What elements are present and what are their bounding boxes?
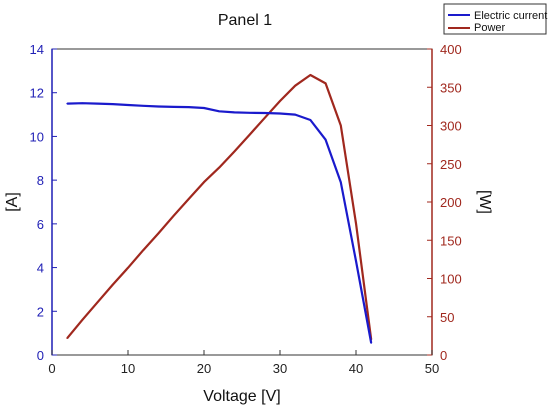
data-point-power <box>81 319 84 321</box>
right-tick-label: 300 <box>440 119 462 134</box>
data-point-power <box>172 215 175 217</box>
left-tick-label: 12 <box>30 86 44 101</box>
data-point-electric-current <box>127 104 129 106</box>
right-tick-label: 100 <box>440 272 462 287</box>
data-point-electric-current <box>248 112 251 114</box>
data-point-power <box>142 249 144 251</box>
x-tick-label: 40 <box>349 361 363 376</box>
data-point-power <box>96 301 99 304</box>
right-tick-label: 50 <box>440 310 454 325</box>
data-point-electric-current <box>264 112 266 114</box>
data-point-electric-current <box>324 138 327 141</box>
x-axis-title: Voltage [V] <box>203 388 280 405</box>
data-point-electric-current <box>233 111 236 114</box>
data-point-power <box>233 150 236 153</box>
legend-label-power: Power <box>474 22 506 34</box>
left-tick-label: 6 <box>37 217 44 232</box>
data-point-power <box>340 124 342 127</box>
left-axis-title: [A] <box>4 192 21 212</box>
series-line-power <box>66 73 373 340</box>
data-point-power <box>188 198 190 200</box>
data-point-electric-current <box>279 112 281 115</box>
data-point-electric-current <box>294 113 297 116</box>
data-point-electric-current <box>355 260 357 262</box>
data-point-electric-current <box>172 106 175 108</box>
left-tick-label: 10 <box>30 129 44 144</box>
left-tick-label: 2 <box>37 304 44 319</box>
right-tick-label: 0 <box>440 348 447 363</box>
x-tick-label: 50 <box>425 361 439 376</box>
right-tick-label: 250 <box>440 157 462 172</box>
data-point-electric-current <box>81 102 84 104</box>
data-point-electric-current <box>203 107 205 109</box>
plot-frame <box>51 48 433 356</box>
x-tick-label: 10 <box>121 361 135 376</box>
data-point-power <box>157 232 160 235</box>
right-tick-label: 350 <box>440 80 462 95</box>
right-tick-label: 150 <box>440 233 462 248</box>
series-layer <box>66 73 373 344</box>
data-point-power <box>294 84 297 87</box>
legend: Electric current Power <box>443 3 547 35</box>
left-tick-label: 8 <box>37 173 44 188</box>
right-tick-label: 400 <box>440 42 462 57</box>
data-point-electric-current <box>66 102 68 105</box>
data-point-electric-current <box>112 103 114 105</box>
left-tick-label: 0 <box>37 348 44 363</box>
x-tick-label: 0 <box>48 361 55 376</box>
left-tick-label: 4 <box>37 261 44 276</box>
data-point-electric-current <box>157 105 160 108</box>
data-point-electric-current <box>218 110 220 113</box>
left-tick-label: 14 <box>30 42 44 57</box>
data-point-power <box>324 82 327 85</box>
data-point-electric-current <box>96 102 99 105</box>
data-point-power <box>127 267 129 269</box>
data-point-power <box>309 74 312 76</box>
data-point-electric-current <box>370 342 373 344</box>
data-point-power <box>355 222 357 225</box>
data-point-power <box>203 181 205 183</box>
data-point-power <box>112 283 114 286</box>
right-axis-title: [W] <box>476 190 493 214</box>
chart-title: Panel 1 <box>218 12 272 29</box>
data-point-electric-current <box>309 119 312 121</box>
x-tick-label: 30 <box>273 361 287 376</box>
x-tick-label: 20 <box>197 361 211 376</box>
data-point-electric-current <box>340 181 342 184</box>
right-tick-label: 200 <box>440 195 462 210</box>
data-point-power <box>66 337 68 340</box>
data-point-electric-current <box>142 105 144 107</box>
data-point-power <box>264 117 266 119</box>
data-point-power <box>279 100 281 102</box>
legend-label-electric-current: Electric current <box>474 10 547 22</box>
data-point-power <box>248 133 251 136</box>
data-point-power <box>218 166 220 169</box>
axis-ticks: 0 10 20 30 40 5002468101214050100150200250300… <box>30 42 462 376</box>
data-point-electric-current <box>188 106 190 108</box>
